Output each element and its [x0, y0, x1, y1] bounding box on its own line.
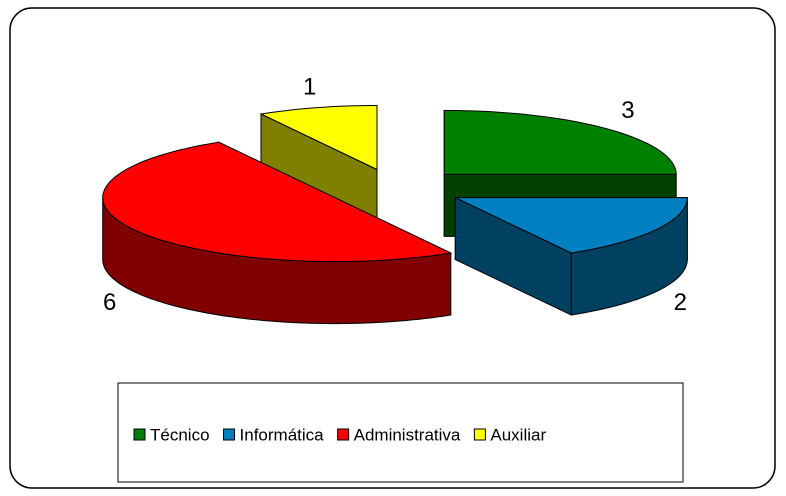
- legend-label: Técnico: [150, 425, 210, 444]
- slice: [443, 109, 677, 175]
- legend-swatch: [337, 428, 350, 441]
- legend-label: Auxiliar: [490, 425, 546, 444]
- slice: [455, 197, 688, 254]
- legend-swatch: [223, 428, 236, 441]
- data-label: 1: [303, 74, 316, 101]
- data-label: 6: [103, 289, 116, 316]
- legend-label: Informática: [240, 425, 325, 444]
- legend-swatch: [133, 428, 146, 441]
- data-label: 2: [674, 289, 687, 316]
- slice: [102, 141, 453, 263]
- slice: [259, 105, 378, 171]
- data-label: 3: [621, 97, 634, 124]
- legend-swatch: [473, 428, 486, 441]
- legend-box: [117, 382, 684, 483]
- legend-label: Administrativa: [354, 425, 461, 444]
